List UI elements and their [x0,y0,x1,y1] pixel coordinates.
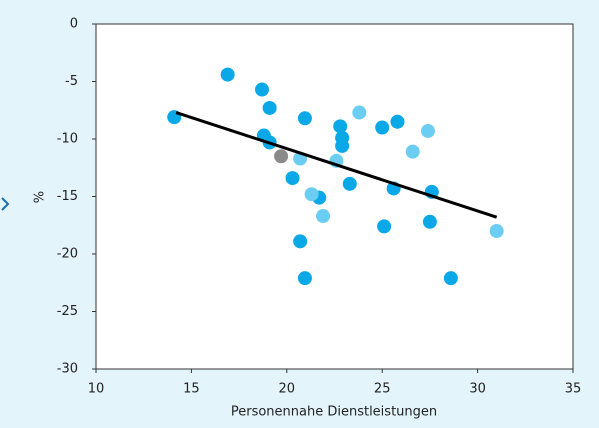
point [285,171,300,186]
point [262,100,277,115]
x-tick-label: 35 [565,382,582,397]
y-axis-label: % [33,191,48,203]
y-tick-label: -25 [57,304,78,319]
nav-arrow [1,197,10,211]
x-axis-label: Personennahe Dienstleistungen [231,405,437,420]
point [335,138,350,153]
point [375,120,390,135]
y-tick-label: -15 [57,189,78,204]
point [443,271,458,286]
point [405,144,420,159]
trend-line [175,111,498,219]
x-tick-label: 25 [374,382,391,397]
y-tick-label: -5 [65,74,78,89]
x-tick-label: 10 [88,382,105,397]
point [342,176,357,191]
point [220,67,235,82]
point [316,209,331,224]
x-tick-label: 30 [469,382,486,397]
point [489,224,504,238]
point [352,105,367,120]
x-tick-label: 15 [183,382,200,397]
y-tick-label: -30 [57,362,78,377]
x-tick-label: 20 [279,382,296,397]
point [304,187,319,202]
point [390,114,405,129]
point [377,219,392,234]
y-tick-label: -20 [57,247,78,262]
point [274,149,289,164]
point [293,234,308,249]
point [420,123,435,138]
point [422,214,437,229]
point [297,271,312,286]
y-tick-label: 0 [70,17,78,32]
point [297,111,312,126]
point [333,119,348,134]
y-tick-label: -10 [57,132,78,147]
plot-area [95,23,574,370]
point [254,82,269,97]
